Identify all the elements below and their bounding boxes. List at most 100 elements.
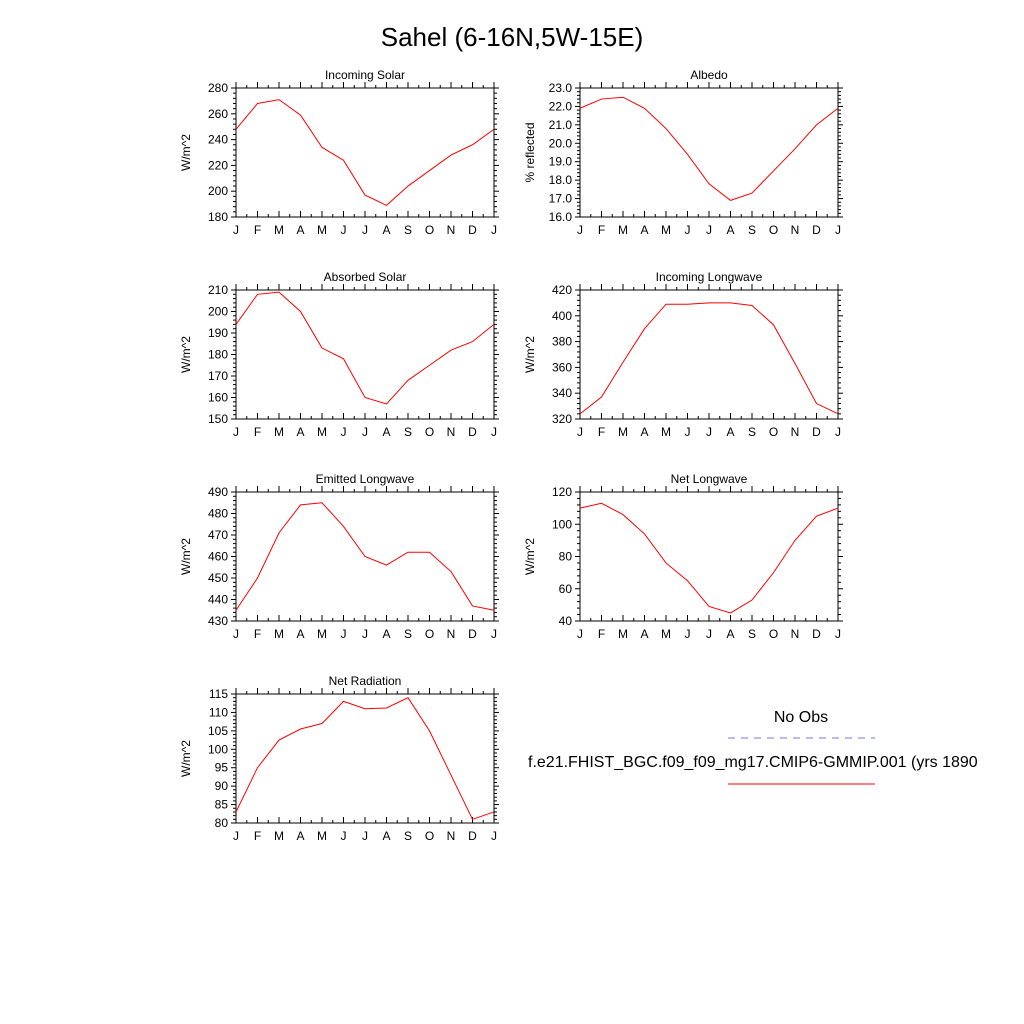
- net-radiation-xtick-label: S: [404, 829, 412, 843]
- albedo-xtick-label: D: [812, 223, 821, 237]
- net-longwave-xtick-label: M: [618, 627, 628, 641]
- incoming-solar-ytick-label: 280: [208, 81, 228, 95]
- incoming-solar-xtick-label: A: [296, 223, 304, 237]
- net-longwave-xtick-label: J: [577, 627, 583, 641]
- incoming-longwave-xtick-label: O: [769, 425, 778, 439]
- absorbed-solar-ytick-label: 170: [208, 369, 228, 383]
- incoming-solar-xtick-label: M: [317, 223, 327, 237]
- net-radiation-ytick-label: 115: [209, 687, 228, 701]
- albedo-xtick-label: M: [661, 223, 671, 237]
- incoming-solar-title: Incoming Solar: [325, 68, 405, 82]
- incoming-longwave-xtick-label: N: [791, 425, 800, 439]
- absorbed-solar-xtick-label: A: [296, 425, 304, 439]
- incoming-longwave-ytick-label: 420: [552, 283, 572, 297]
- incoming-solar-xtick-label: D: [468, 223, 477, 237]
- net-radiation-xtick-label: J: [233, 829, 239, 843]
- absorbed-solar-xtick-label: N: [447, 425, 456, 439]
- net-radiation-xtick-label: A: [296, 829, 304, 843]
- net-longwave-ytick-label: 100: [552, 517, 572, 531]
- emitted-longwave-xtick-label: M: [317, 627, 327, 641]
- albedo-xtick-label: S: [748, 223, 756, 237]
- emitted-longwave-ytick-label: 430: [208, 614, 228, 628]
- net-longwave-series-line: [579, 502, 839, 614]
- net-radiation-xtick-label: D: [468, 829, 477, 843]
- net-longwave-ytick-label: 40: [559, 614, 573, 628]
- incoming-solar-ytick-label: 220: [208, 158, 228, 172]
- albedo-xtick-label: N: [791, 223, 800, 237]
- net-longwave-title: Net Longwave: [671, 472, 748, 486]
- net-radiation-xtick-label: F: [254, 829, 261, 843]
- net-longwave-xtick-label: J: [706, 627, 712, 641]
- emitted-longwave-xtick-label: F: [254, 627, 261, 641]
- albedo-frame: [579, 87, 839, 218]
- incoming-longwave-xtick-label: A: [726, 425, 734, 439]
- net-longwave-xtick-label: N: [791, 627, 800, 641]
- incoming-solar-xtick-label: J: [233, 223, 239, 237]
- emitted-longwave-series-line: [235, 502, 495, 611]
- albedo-xtick-label: A: [640, 223, 648, 237]
- incoming-longwave-xtick-label: M: [618, 425, 628, 439]
- net-longwave-frame: [579, 491, 839, 622]
- albedo-ytick-label: 16.0: [549, 210, 573, 224]
- net-longwave-xtick-label: S: [748, 627, 756, 641]
- emitted-longwave-xtick-label: J: [362, 627, 368, 641]
- net-radiation-frame: [235, 693, 495, 824]
- incoming-solar-xtick-label: O: [425, 223, 434, 237]
- incoming-solar-ytick-label: 260: [208, 107, 228, 121]
- absorbed-solar-ytick-label: 160: [208, 391, 228, 405]
- net-longwave-xtick-label: A: [640, 627, 648, 641]
- albedo-ytick-label: 18.0: [549, 173, 573, 187]
- incoming-solar-ytick-label: 240: [208, 133, 228, 147]
- absorbed-solar-ytick-label: 150: [208, 412, 228, 426]
- absorbed-solar-title: Absorbed Solar: [324, 270, 407, 284]
- emitted-longwave-ytick-label: 490: [208, 485, 228, 499]
- incoming-longwave-ytick-label: 340: [552, 386, 572, 400]
- net-radiation-xtick-label: O: [425, 829, 434, 843]
- net-radiation-title: Net Radiation: [329, 674, 402, 688]
- net-radiation-ytick-label: 85: [215, 798, 229, 812]
- absorbed-solar-xtick-label: J: [341, 425, 347, 439]
- net-radiation-ylabel: W/m^2: [179, 740, 193, 777]
- net-longwave-xtick-label: F: [598, 627, 605, 641]
- absorbed-solar-xtick-label: S: [404, 425, 412, 439]
- emitted-longwave-xtick-label: D: [468, 627, 477, 641]
- incoming-longwave-xtick-label: D: [812, 425, 821, 439]
- albedo-xtick-label: J: [685, 223, 691, 237]
- net-longwave-xtick-label: D: [812, 627, 821, 641]
- incoming-longwave-xtick-label: F: [598, 425, 605, 439]
- albedo-xtick-label: O: [769, 223, 778, 237]
- absorbed-solar-ytick-label: 190: [208, 326, 228, 340]
- incoming-solar-xtick-label: A: [382, 223, 390, 237]
- albedo-xtick-label: F: [598, 223, 605, 237]
- albedo-ytick-label: 23.0: [549, 81, 573, 95]
- net-radiation-xtick-label: A: [382, 829, 390, 843]
- absorbed-solar-xtick-label: J: [233, 425, 239, 439]
- net-radiation-ytick-label: 90: [215, 779, 229, 793]
- albedo-ytick-label: 17.0: [549, 192, 573, 206]
- incoming-solar-ylabel: W/m^2: [179, 134, 193, 171]
- albedo-xtick-label: A: [726, 223, 734, 237]
- net-longwave-xtick-label: J: [685, 627, 691, 641]
- net-radiation-xtick-label: J: [491, 829, 497, 843]
- main-title: Sahel (6-16N,5W-15E): [381, 22, 644, 52]
- absorbed-solar-xtick-label: M: [274, 425, 284, 439]
- albedo-ytick-label: 20.0: [549, 136, 573, 150]
- net-longwave-ytick-label: 60: [559, 582, 573, 596]
- net-longwave-xtick-label: M: [661, 627, 671, 641]
- net-longwave-xtick-label: O: [769, 627, 778, 641]
- legend-obs-label: No Obs: [774, 709, 828, 726]
- emitted-longwave-xtick-label: N: [447, 627, 456, 641]
- emitted-longwave-ytick-label: 480: [208, 507, 228, 521]
- absorbed-solar-series-line: [235, 291, 495, 405]
- net-longwave-ytick-label: 120: [552, 485, 572, 499]
- emitted-longwave-xtick-label: J: [341, 627, 347, 641]
- net-longwave-ylabel: W/m^2: [523, 538, 537, 575]
- albedo-ytick-label: 21.0: [549, 118, 573, 132]
- emitted-longwave-ytick-label: 450: [208, 571, 228, 585]
- incoming-solar-xtick-label: J: [341, 223, 347, 237]
- net-radiation-xtick-label: J: [362, 829, 368, 843]
- incoming-solar-xtick-label: J: [362, 223, 368, 237]
- net-radiation-series-line: [235, 697, 495, 820]
